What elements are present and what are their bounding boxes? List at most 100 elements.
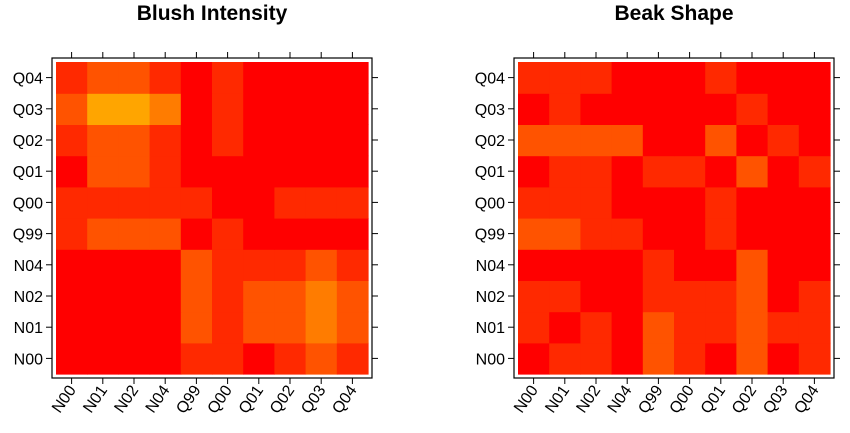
heatmap-cell	[580, 62, 613, 94]
heatmap-cell	[549, 311, 581, 344]
heatmap-cell	[274, 93, 307, 125]
heatmap-cell	[549, 93, 581, 125]
x-tick-label: Q99	[635, 382, 666, 417]
x-tick-label: N00	[49, 382, 80, 416]
heatmap-cell	[642, 342, 675, 375]
heatmap-cell	[56, 218, 88, 250]
heatmap-cell	[736, 280, 769, 313]
heatmap-cell	[518, 186, 550, 219]
y-tick-label: Q00	[475, 195, 505, 212]
heatmap-cell	[518, 155, 550, 188]
heatmap-cell	[305, 62, 338, 94]
y-tick-label: N01	[14, 320, 43, 337]
y-tick-label: Q04	[475, 71, 505, 88]
heatmap-cell	[87, 218, 119, 250]
y-tick-label: Q00	[13, 195, 43, 212]
heatmap-cell	[212, 93, 244, 125]
heatmap-cell	[736, 186, 769, 219]
heatmap-cell	[56, 93, 88, 125]
heatmap-cell	[243, 186, 275, 219]
heatmap-cell	[149, 62, 182, 94]
heatmap-cell	[705, 124, 737, 157]
heatmap-cell	[243, 342, 275, 375]
heatmap-cell	[549, 155, 581, 188]
heatmap-cell	[118, 311, 151, 344]
heatmap-cell	[87, 155, 119, 188]
heatmap-cell	[674, 249, 706, 281]
heatmap-cell	[767, 124, 800, 157]
heatmap-cell	[56, 155, 88, 188]
heatmap-cell	[336, 342, 369, 375]
heatmap-cell	[674, 280, 706, 313]
heatmap-cell	[611, 124, 644, 157]
heatmap-cell	[611, 218, 644, 250]
heatmap-cell	[705, 186, 737, 219]
heatmap-cell	[149, 124, 182, 157]
heatmap-cell	[212, 218, 244, 250]
heatmap-cell	[580, 280, 613, 313]
heatmap-cell	[611, 249, 644, 281]
heatmap-cell	[518, 280, 550, 313]
heatmap-cell	[87, 93, 119, 125]
heatmap-cell	[274, 62, 307, 94]
heatmap-cell	[611, 280, 644, 313]
y-tick-label: N04	[14, 258, 43, 275]
y-tick-label: Q99	[475, 227, 505, 244]
heatmap-cell	[674, 124, 706, 157]
heatmap-cell	[798, 124, 831, 157]
heatmap-cell	[274, 186, 307, 219]
x-tick-label: N01	[542, 382, 573, 416]
heatmap-cell	[180, 62, 213, 94]
plot-frame	[51, 57, 373, 379]
heatmap-cell	[305, 342, 338, 375]
heatmap-cell	[642, 311, 675, 344]
heatmap-cell	[674, 342, 706, 375]
heatmap-cell	[518, 93, 550, 125]
x-tick-label: Q01	[236, 382, 267, 417]
heatmap-cell	[336, 186, 369, 219]
x-tick-label: Q03	[760, 382, 791, 417]
x-tick-label: Q02	[729, 382, 760, 417]
heatmap-cell	[705, 93, 737, 125]
heatmap-cell	[87, 62, 119, 94]
heatmap-cell	[149, 186, 182, 219]
heatmap-cell	[580, 186, 613, 219]
heatmap-cell	[736, 155, 769, 188]
x-tick-label: Q00	[667, 382, 698, 417]
x-tick-label: Q00	[205, 382, 236, 417]
heatmap-cell	[518, 218, 550, 250]
heatmap-cell	[767, 155, 800, 188]
heatmap-cell	[736, 62, 769, 94]
y-tick-label: Q01	[475, 164, 505, 181]
heatmap-cell	[243, 62, 275, 94]
heatmap-cell	[87, 249, 119, 281]
heatmap-cell	[518, 311, 550, 344]
heatmap-cell	[305, 280, 338, 313]
heatmap-cell	[518, 124, 550, 157]
plot-frame	[513, 57, 835, 379]
heatmap-cell	[736, 124, 769, 157]
heatmap-cell	[180, 280, 213, 313]
heatmap-cell	[336, 155, 369, 188]
heatmap-cell	[305, 155, 338, 188]
heatmap-cell	[798, 342, 831, 375]
heatmap-cell	[767, 280, 800, 313]
x-tick-label: Q02	[267, 382, 298, 417]
heatmap-cell	[180, 155, 213, 188]
heatmap-cell	[642, 280, 675, 313]
heatmap-cell	[118, 186, 151, 219]
heatmap-cell	[736, 342, 769, 375]
heatmap-cell	[798, 155, 831, 188]
heatmap-cell	[642, 218, 675, 250]
heatmap-cell	[705, 62, 737, 94]
x-tick-label: N02	[112, 382, 143, 416]
y-tick-label: Q01	[13, 164, 43, 181]
heatmap-cell	[87, 186, 119, 219]
heatmap-cell	[642, 124, 675, 157]
heatmap-cell	[118, 280, 151, 313]
heatmap-cell	[767, 218, 800, 250]
heatmap-cell	[705, 218, 737, 250]
heatmap-cell	[336, 218, 369, 250]
heatmap-cell	[580, 218, 613, 250]
heatmap-cell	[580, 124, 613, 157]
